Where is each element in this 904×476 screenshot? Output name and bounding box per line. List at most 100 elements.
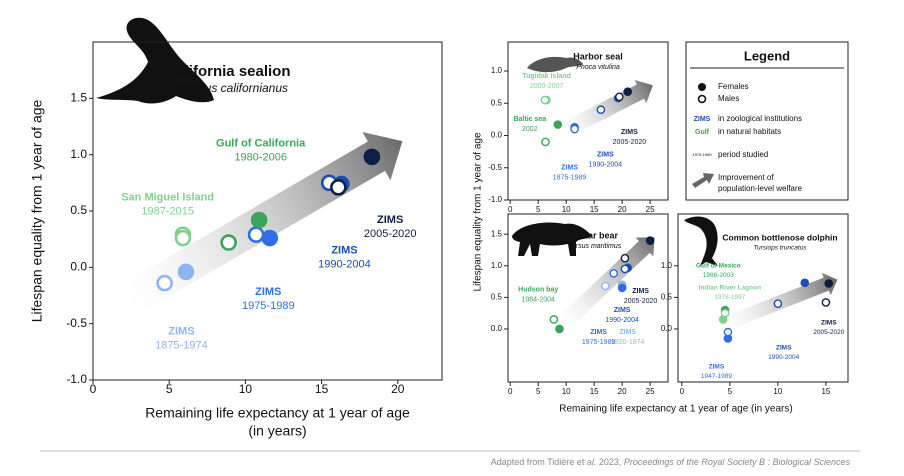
series-label: ZIMS bbox=[619, 329, 636, 336]
male-point bbox=[821, 298, 831, 307]
y-tick-label: 1.5 bbox=[70, 91, 87, 105]
series-label: ZIMS bbox=[614, 307, 631, 314]
series-label: ZIMS bbox=[590, 329, 607, 336]
legend-label: in zoological institutions bbox=[718, 114, 802, 123]
legend-label: period studied bbox=[718, 150, 768, 159]
male-point bbox=[720, 308, 730, 318]
panel-title: Common bottlenose dolphin bbox=[722, 232, 837, 242]
x-tick-label: 15 bbox=[821, 387, 830, 396]
legend-arrow bbox=[692, 173, 714, 188]
panel-subtitle: Zalophus californianus bbox=[167, 81, 288, 95]
x-tick-label: 5 bbox=[536, 205, 541, 214]
female-point bbox=[623, 87, 633, 96]
panel-title: Harbor seal bbox=[573, 51, 623, 61]
footer-journal: Proceedings of the Royal Society B : Bio… bbox=[624, 457, 851, 467]
male-point bbox=[330, 179, 347, 196]
x-tick-label: 10 bbox=[773, 387, 782, 396]
x-axis-label: Remaining life expectancy at 1 year of a… bbox=[145, 405, 410, 421]
series-label: ZIMS bbox=[632, 288, 649, 295]
y-tick-label: 0.0 bbox=[70, 260, 87, 274]
legend-box bbox=[685, 41, 849, 201]
x-tick-label: 0 bbox=[90, 382, 97, 396]
x-tick-label: 5 bbox=[166, 382, 173, 396]
male-point bbox=[620, 253, 630, 263]
series-period: 2005-2020 bbox=[364, 228, 417, 240]
x-tick-label: 25 bbox=[646, 387, 655, 396]
legend-label: in natural habitats bbox=[718, 127, 781, 136]
footer-text: 2023, bbox=[596, 457, 624, 467]
x-tick-label: 0 bbox=[508, 387, 513, 396]
y-tick-label: 0.5 bbox=[491, 98, 503, 107]
female-point bbox=[617, 283, 627, 293]
plot-frame bbox=[507, 41, 669, 201]
series-period: 2005-2020 bbox=[813, 329, 844, 336]
series-label: ZIMS bbox=[621, 129, 638, 136]
y-tick-label: -0.5 bbox=[66, 316, 87, 330]
y-tick-label: 1.0 bbox=[70, 147, 87, 161]
y-tick-label: 0.5 bbox=[70, 203, 87, 217]
series-period: 1990-2004 bbox=[589, 162, 623, 169]
x-tick-label: 5 bbox=[728, 387, 733, 396]
series-period: 1875-1989 bbox=[553, 175, 587, 182]
y-tick-label: -1.0 bbox=[66, 372, 87, 386]
x-tick-label: 10 bbox=[239, 382, 253, 396]
series-label: San Miguel Island bbox=[121, 191, 214, 203]
y-axis-label: Lifespan equality from 1 year of age bbox=[29, 99, 45, 322]
x-tick-label: 20 bbox=[391, 382, 405, 396]
series-period: 2002 bbox=[522, 126, 538, 133]
series-period: 1947-1989 bbox=[701, 373, 732, 380]
x-tick-label: 0 bbox=[680, 387, 685, 396]
series-label: Gulf of Mexico bbox=[696, 263, 741, 270]
series-label: ZIMS bbox=[331, 244, 357, 256]
x-tick-label: 20 bbox=[618, 205, 627, 214]
series-label: ZIMS bbox=[709, 364, 725, 371]
series-label: ZIMS bbox=[561, 165, 578, 172]
y-tick-label: -0.5 bbox=[488, 163, 502, 172]
legend-key: Gulf bbox=[695, 129, 710, 136]
legend-key: ZIMS bbox=[694, 116, 711, 123]
female-point bbox=[250, 211, 268, 229]
legend-label: Improvement of bbox=[718, 173, 774, 182]
series-period: 2000-2007 bbox=[530, 83, 564, 90]
series-period: 1990-2004 bbox=[605, 317, 639, 324]
x-tick-label: 10 bbox=[562, 387, 571, 396]
y-tick-label: 0.0 bbox=[491, 324, 503, 333]
female-point bbox=[553, 120, 563, 129]
male-point bbox=[549, 315, 559, 324]
series-period: 1990-2004 bbox=[318, 258, 371, 270]
female-point bbox=[261, 229, 279, 247]
male-point bbox=[609, 269, 619, 278]
series-period: 1986-2003 bbox=[703, 272, 734, 279]
female-point bbox=[555, 324, 564, 334]
series-period: 1978-1997 bbox=[714, 294, 745, 301]
harbor-seal-silhouette bbox=[527, 56, 583, 73]
y-axis-label: Lifespan equality from 1 year of age bbox=[473, 132, 484, 291]
x-tick-label: 0 bbox=[508, 205, 513, 214]
x-tick-label: 5 bbox=[536, 387, 541, 396]
panel-subtitle: Tursiops truncatus bbox=[754, 245, 808, 252]
footer-caption: Adapted from Tidière et al. 2023, Procee… bbox=[491, 457, 851, 467]
y-tick-label: -1.0 bbox=[488, 195, 502, 204]
legend-female-symbol bbox=[698, 83, 706, 91]
female-point bbox=[824, 279, 834, 288]
y-tick-label: 1.0 bbox=[491, 261, 503, 270]
x-tick-label: 15 bbox=[590, 205, 599, 214]
panel-title: Polar bear bbox=[574, 230, 619, 240]
legend-label: Males bbox=[718, 94, 739, 103]
x-tick-label: 25 bbox=[646, 205, 655, 214]
series-label: Baltic sea bbox=[513, 116, 546, 123]
male-point bbox=[247, 226, 265, 243]
series-period: 1820-1974 bbox=[611, 339, 645, 346]
plot-frame bbox=[507, 213, 669, 383]
male-point bbox=[723, 327, 733, 337]
y-tick-label: 0.0 bbox=[661, 324, 673, 333]
male-point bbox=[220, 234, 237, 251]
series-period: 1990-2004 bbox=[768, 354, 799, 361]
y-tick-label: 1.0 bbox=[491, 66, 503, 75]
series-period: 2005-2020 bbox=[624, 298, 658, 305]
female-point bbox=[800, 278, 810, 288]
series-label: Hudson bay bbox=[518, 287, 558, 294]
polar-bear-silhouette bbox=[512, 222, 592, 256]
male-point bbox=[601, 281, 610, 291]
